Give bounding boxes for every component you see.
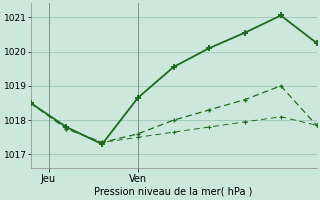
X-axis label: Pression niveau de la mer( hPa ): Pression niveau de la mer( hPa ) (94, 187, 253, 197)
